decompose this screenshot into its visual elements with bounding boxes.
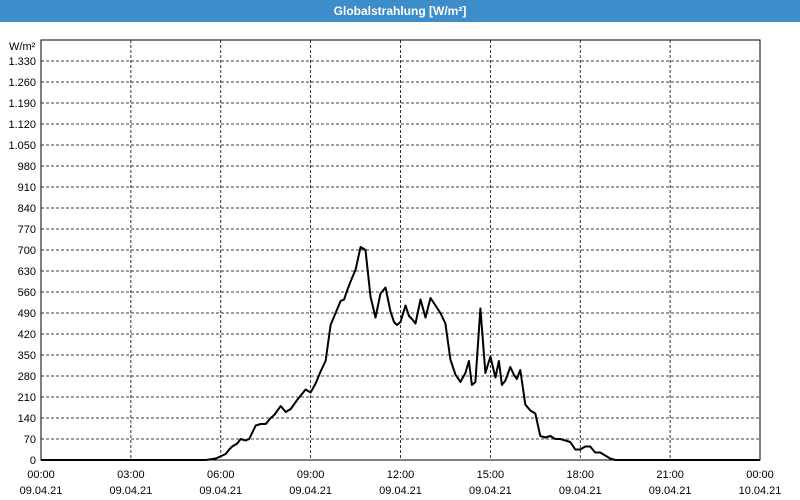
x-tick-date-label: 09.04.21: [379, 485, 422, 497]
x-tick-time-label: 00:00: [27, 469, 55, 481]
y-tick-label: 490: [18, 308, 36, 320]
y-tick-label: 1.190: [8, 98, 36, 110]
y-tick-label: 1.330: [8, 56, 36, 68]
plot-frame: [40, 39, 761, 461]
x-tick-time-label: 12:00: [387, 469, 415, 481]
y-tick-label: 980: [18, 161, 36, 173]
y-tick-label: 210: [18, 392, 36, 404]
y-tick-label: 700: [18, 245, 36, 257]
y-tick-label: 840: [18, 203, 36, 215]
y-tick-label: 350: [18, 350, 36, 362]
x-tick-date-label: 09.04.21: [20, 485, 63, 497]
grid: [41, 40, 760, 460]
y-tick-label: 280: [18, 371, 36, 383]
x-tick-date-label: 09.04.21: [469, 485, 512, 497]
x-tick-date-label: 10.04.21: [739, 485, 782, 497]
x-tick-time-label: 09:00: [297, 469, 325, 481]
y-tick-label: 1.260: [8, 77, 36, 89]
y-tick-label: 770: [18, 224, 36, 236]
y-tick-label: 910: [18, 182, 36, 194]
y-tick-label: 0: [30, 455, 36, 467]
x-tick-time-label: 18:00: [566, 469, 594, 481]
x-tick-date-label: 09.04.21: [649, 485, 692, 497]
y-tick-label: 1.050: [8, 140, 36, 152]
x-tick-time-label: 06:00: [207, 469, 235, 481]
window-title: Globalstrahlung [W/m²]: [0, 0, 800, 22]
y-tick-label: 560: [18, 287, 36, 299]
x-tick-date-label: 09.04.21: [559, 485, 602, 497]
x-tick-time-label: 00:00: [746, 469, 774, 481]
y-tick-label: 140: [18, 413, 36, 425]
x-tick-date-label: 09.04.21: [199, 485, 242, 497]
y-axis-ticks: 0 70 140 210 280 350 420 490 560 630 700 770 840 910 9…: [8, 56, 36, 467]
line-chart: W/m² 0 70 140 210 280 350 420 490 560 630 700 770 84…: [8, 39, 782, 497]
y-axis-label: W/m²: [9, 41, 36, 53]
x-tick-time-label: 15:00: [477, 469, 505, 481]
x-axis-ticks: 00:00 09.04.21 03:00 09.04.21 06:00 09.04.21 0…: [20, 469, 782, 497]
y-tick-label: 630: [18, 266, 36, 278]
x-tick-date-label: 09.04.21: [289, 485, 332, 497]
x-tick-time-label: 03:00: [117, 469, 145, 481]
series-line-global-radiation: [41, 246, 760, 461]
y-tick-label: 70: [24, 434, 36, 446]
x-tick-time-label: 21:00: [656, 469, 684, 481]
y-tick-label: 420: [18, 329, 36, 341]
y-tick-label: 1.120: [8, 119, 36, 131]
x-tick-date-label: 09.04.21: [109, 485, 152, 497]
